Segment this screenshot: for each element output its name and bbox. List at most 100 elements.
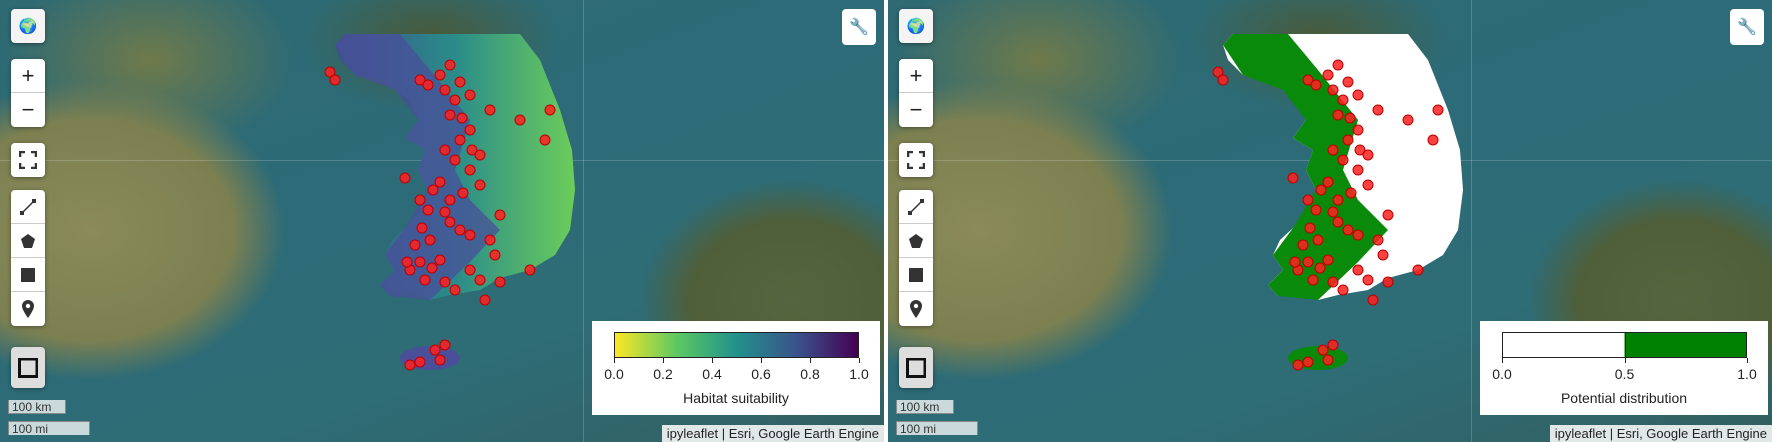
occurrence-point[interactable] <box>1362 179 1374 191</box>
occurrence-point[interactable] <box>1327 206 1339 218</box>
occurrence-point[interactable] <box>466 144 478 156</box>
occurrence-point[interactable] <box>1304 222 1316 234</box>
occurrence-point[interactable] <box>1312 234 1324 246</box>
occurrence-point[interactable] <box>404 359 416 371</box>
draw-rectangle-button[interactable] <box>11 258 45 292</box>
fullscreen-button[interactable] <box>899 143 933 177</box>
layer-manager-button[interactable]: 🔧 <box>842 9 876 45</box>
occurrence-point[interactable] <box>439 206 451 218</box>
occurrence-point[interactable] <box>1297 239 1309 251</box>
occurrence-point[interactable] <box>1322 354 1334 366</box>
occurrence-point[interactable] <box>1432 104 1444 116</box>
occurrence-point[interactable] <box>1327 144 1339 156</box>
occurrence-point[interactable] <box>444 59 456 71</box>
occurrence-point[interactable] <box>416 222 428 234</box>
occurrence-point[interactable] <box>484 234 496 246</box>
occurrence-point[interactable] <box>1302 194 1314 206</box>
occurrence-point[interactable] <box>444 216 456 228</box>
occurrence-point[interactable] <box>439 339 451 351</box>
occurrence-point[interactable] <box>494 209 506 221</box>
occurrence-point[interactable] <box>1337 94 1349 106</box>
attribution[interactable]: ipyleaflet | Esri, Google Earth Engine <box>1549 425 1772 442</box>
occurrence-point[interactable] <box>324 66 336 78</box>
occurrence-point[interactable] <box>414 356 426 368</box>
occurrence-point[interactable] <box>454 76 466 88</box>
occurrence-point[interactable] <box>434 69 446 81</box>
occurrence-point[interactable] <box>1302 74 1314 86</box>
occurrence-point[interactable] <box>1212 66 1224 78</box>
occurrence-point[interactable] <box>1327 339 1339 351</box>
occurrence-point[interactable] <box>401 256 413 268</box>
occurrence-point[interactable] <box>1367 294 1379 306</box>
occurrence-point[interactable] <box>494 276 506 288</box>
occurrence-point[interactable] <box>1302 356 1314 368</box>
occurrence-point[interactable] <box>464 264 476 276</box>
occurrence-point[interactable] <box>454 134 466 146</box>
occurrence-point[interactable] <box>539 134 551 146</box>
occurrence-point[interactable] <box>457 187 469 199</box>
map-habitat-suitability[interactable]: 🌍 + − 100 km 100 mi 🔧 Habitat suitabilit… <box>0 0 884 442</box>
occurrence-point[interactable] <box>474 149 486 161</box>
fullscreen-button[interactable] <box>11 143 45 177</box>
occurrence-point[interactable] <box>439 144 451 156</box>
layer-manager-button[interactable]: 🔧 <box>1730 9 1764 45</box>
basemap-button[interactable]: 🌍 <box>11 9 45 43</box>
occurrence-point[interactable] <box>1332 59 1344 71</box>
occurrence-point[interactable] <box>524 264 536 276</box>
occurrence-point[interactable] <box>1292 359 1304 371</box>
occurrence-point[interactable] <box>414 194 426 206</box>
basemap-button[interactable]: 🌍 <box>899 9 933 43</box>
occurrence-point[interactable] <box>439 84 451 96</box>
occurrence-point[interactable] <box>434 254 446 266</box>
occurrence-point[interactable] <box>1382 276 1394 288</box>
occurrence-point[interactable] <box>1345 187 1357 199</box>
occurrence-point[interactable] <box>1327 276 1339 288</box>
occurrence-point[interactable] <box>1332 194 1344 206</box>
occurrence-point[interactable] <box>1352 229 1364 241</box>
occurrence-point[interactable] <box>449 284 461 296</box>
attribution[interactable]: ipyleaflet | Esri, Google Earth Engine <box>661 425 884 442</box>
occurrence-point[interactable] <box>474 179 486 191</box>
occurrence-point[interactable] <box>464 229 476 241</box>
occurrence-point[interactable] <box>434 354 446 366</box>
occurrence-point[interactable] <box>1382 209 1394 221</box>
occurrence-point[interactable] <box>1317 344 1329 356</box>
occurrence-point[interactable] <box>1342 134 1354 146</box>
occurrence-point[interactable] <box>414 256 426 268</box>
map-potential-distribution[interactable]: 🌍 + − 100 km 100 mi 🔧 Potential distribu… <box>888 0 1772 442</box>
occurrence-point[interactable] <box>1354 144 1366 156</box>
draw-marker-button[interactable] <box>899 292 933 326</box>
occurrence-point[interactable] <box>1310 204 1322 216</box>
occurrence-point[interactable] <box>1310 79 1322 91</box>
occurrence-point[interactable] <box>1344 112 1356 124</box>
occurrence-point[interactable] <box>422 79 434 91</box>
occurrence-point[interactable] <box>1427 134 1439 146</box>
occurrence-point[interactable] <box>1314 262 1326 274</box>
occurrence-point[interactable] <box>444 194 456 206</box>
occurrence-point[interactable] <box>1287 172 1299 184</box>
occurrence-point[interactable] <box>1352 124 1364 136</box>
occurrence-point[interactable] <box>489 249 501 261</box>
occurrence-point[interactable] <box>449 154 461 166</box>
occurrence-point[interactable] <box>474 274 486 286</box>
draw-polygon-button[interactable] <box>11 224 45 258</box>
occurrence-point[interactable] <box>456 112 468 124</box>
occurrence-point[interactable] <box>444 109 456 121</box>
occurrence-point[interactable] <box>409 239 421 251</box>
occurrence-point[interactable] <box>464 164 476 176</box>
draw-polyline-button[interactable] <box>11 190 45 224</box>
occurrence-point[interactable] <box>1307 274 1319 286</box>
occurrence-point[interactable] <box>1322 254 1334 266</box>
occurrence-point[interactable] <box>1352 89 1364 101</box>
draw-polygon-button[interactable] <box>899 224 933 258</box>
occurrence-point[interactable] <box>1327 84 1339 96</box>
occurrence-point[interactable] <box>1332 109 1344 121</box>
occurrence-point[interactable] <box>1372 104 1384 116</box>
occurrence-point[interactable] <box>399 172 411 184</box>
occurrence-point[interactable] <box>422 204 434 216</box>
occurrence-point[interactable] <box>1372 234 1384 246</box>
occurrence-point[interactable] <box>424 234 436 246</box>
occurrence-point[interactable] <box>1322 176 1334 188</box>
occurrence-point[interactable] <box>464 89 476 101</box>
occurrence-point[interactable] <box>439 276 451 288</box>
